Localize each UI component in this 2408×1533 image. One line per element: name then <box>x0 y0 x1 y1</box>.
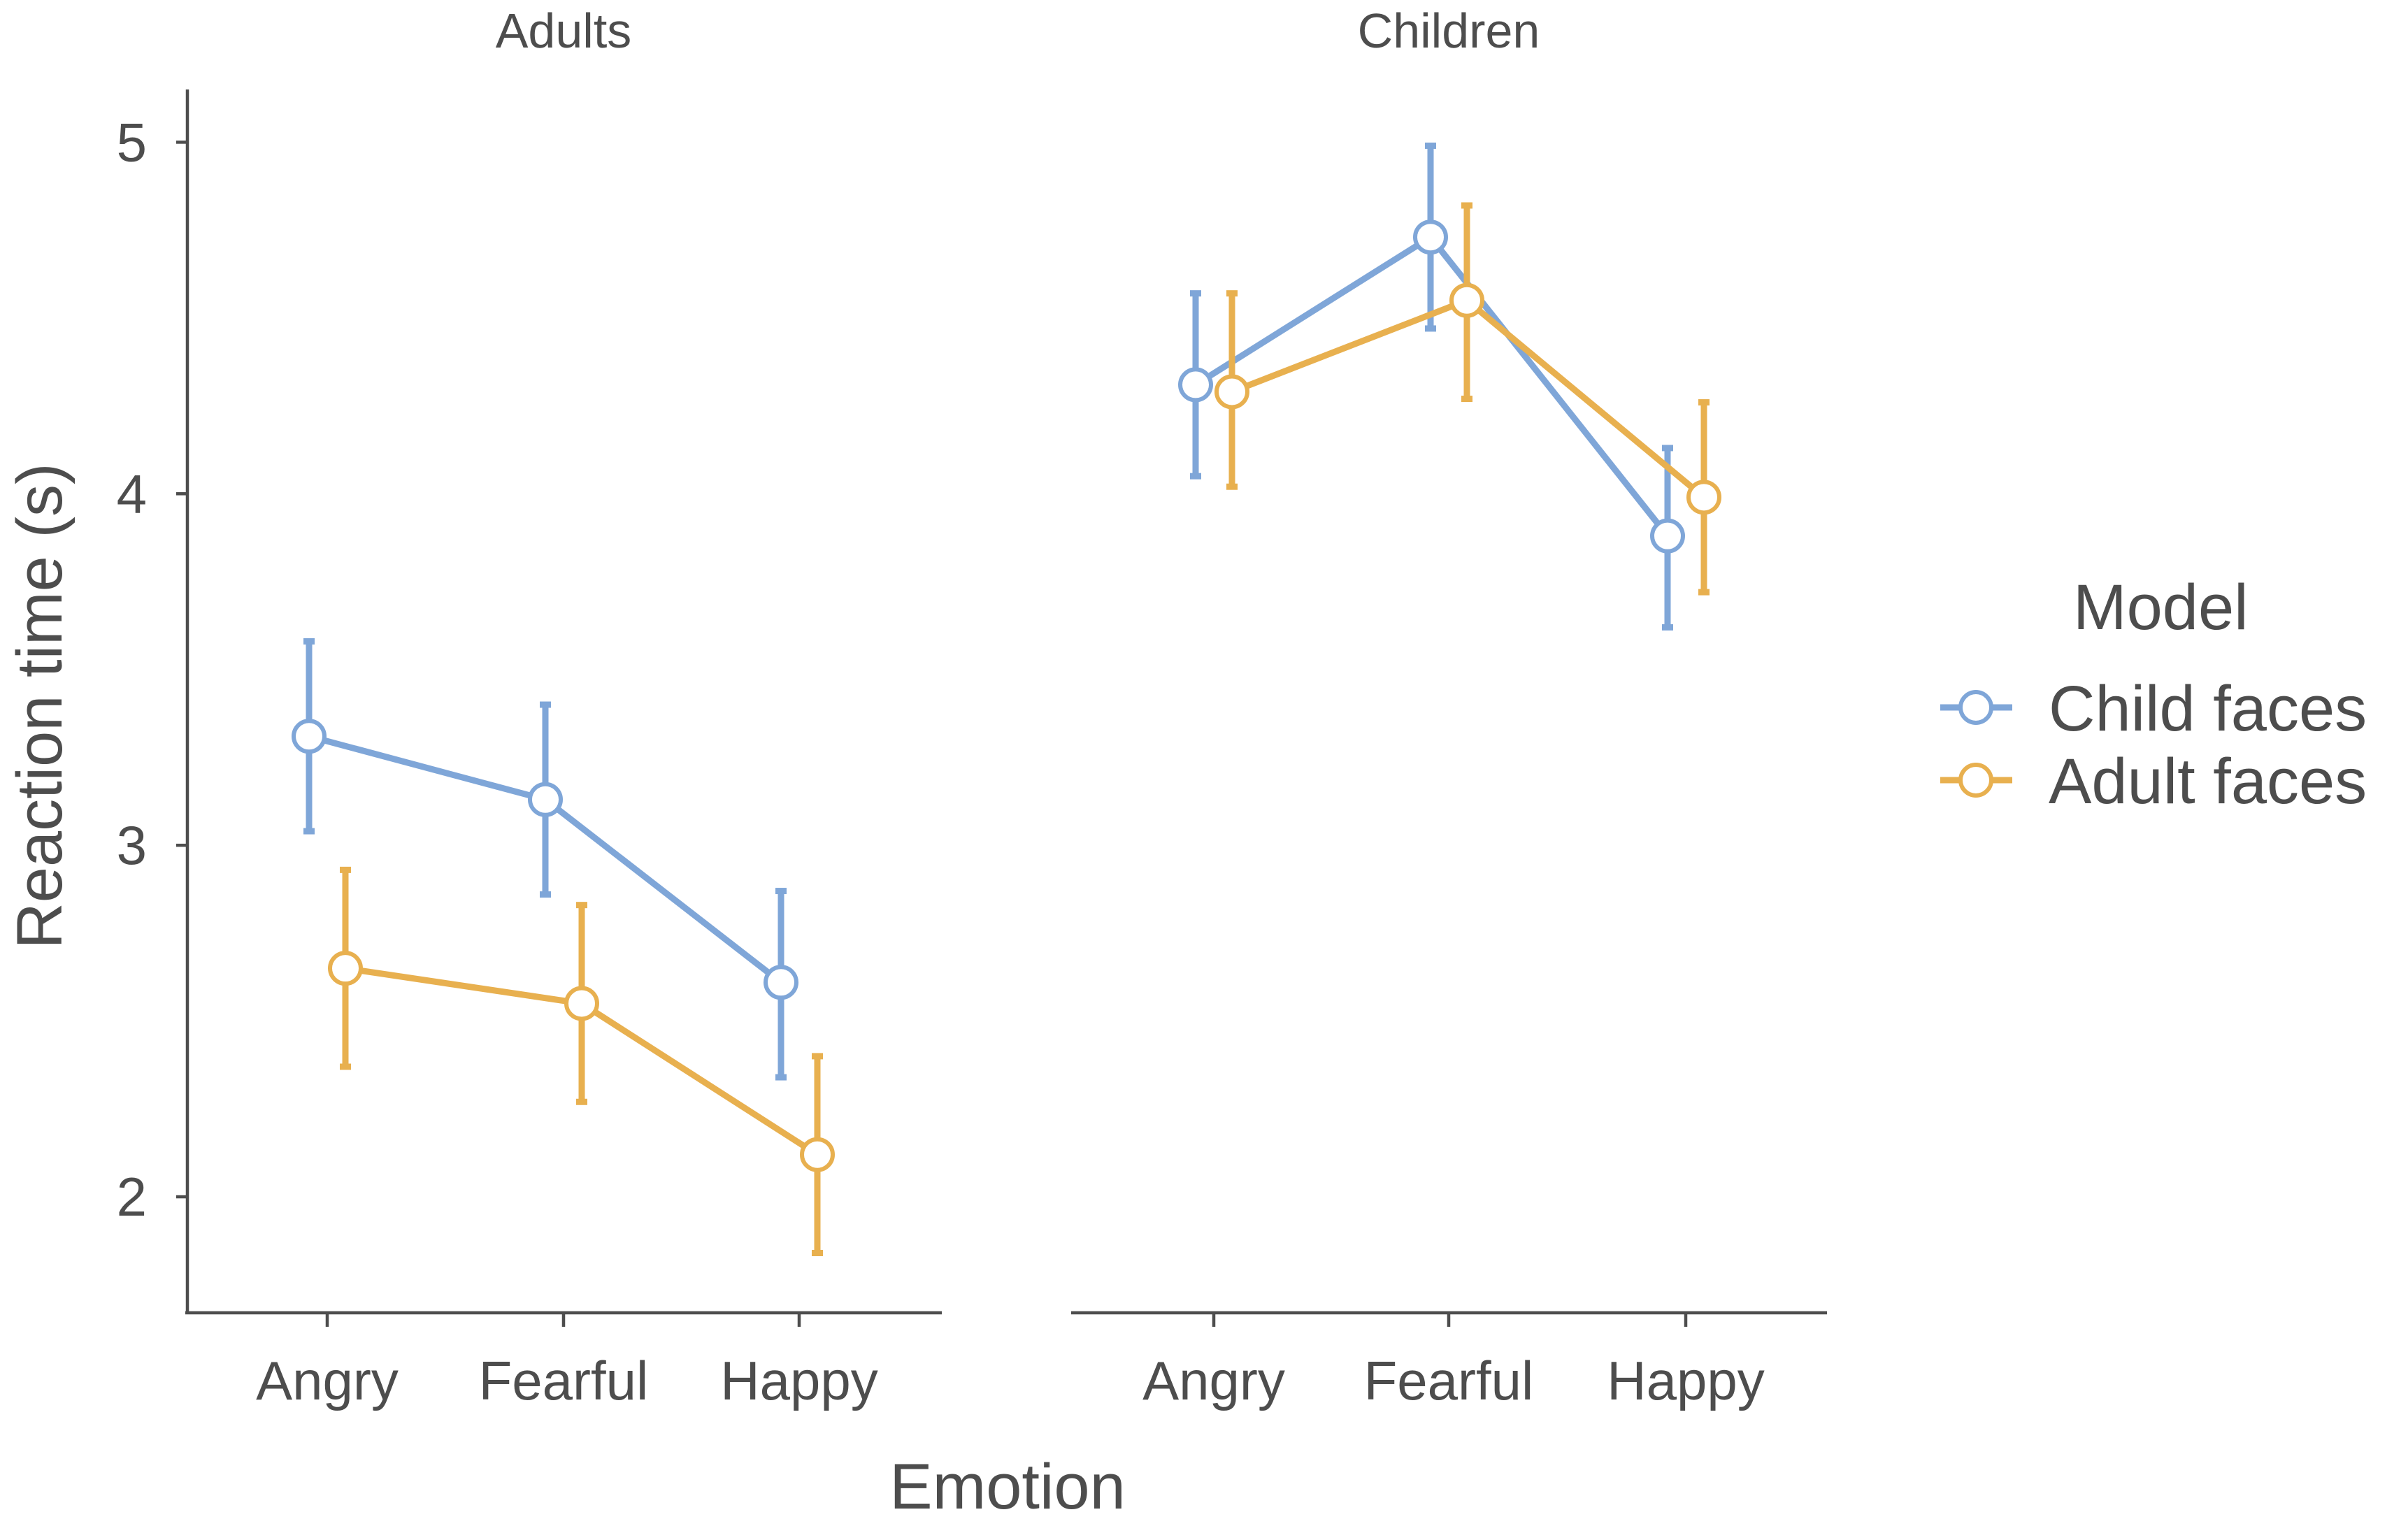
legend-title: Model <box>2073 572 2249 643</box>
data-point-child-faces-children-happy <box>1650 518 1685 554</box>
facet-title-adults: Adults <box>496 3 632 58</box>
x-axis-title: Emotion <box>889 1451 1126 1523</box>
data-point-child-faces-children-fearful <box>1413 219 1448 255</box>
x-tick-label-children-angry: Angry <box>1142 1350 1285 1411</box>
data-point-child-faces-adults-happy <box>764 965 798 1000</box>
legend-marker-child-faces <box>1958 690 1993 725</box>
legend-label-child-faces: Child faces <box>2049 673 2367 744</box>
x-tick-label-adults-happy: Happy <box>720 1350 877 1411</box>
data-point-child-faces-adults-fearful <box>528 782 563 817</box>
legend-marker-adult-faces <box>1958 763 1993 798</box>
x-tick-label-adults-angry: Angry <box>256 1350 399 1411</box>
y-tick-label-5: 5 <box>117 111 147 173</box>
data-point-adult-faces-adults-happy <box>800 1137 835 1172</box>
legend-label-adult-faces: Adult faces <box>2049 746 2367 817</box>
data-point-adult-faces-children-angry <box>1214 374 1249 410</box>
x-tick-label-children-happy: Happy <box>1607 1350 1764 1411</box>
data-point-adult-faces-adults-fearful <box>564 986 599 1021</box>
data-point-adult-faces-children-happy <box>1686 480 1721 515</box>
y-tick-label-4: 4 <box>117 463 147 524</box>
y-tick-label-2: 2 <box>117 1166 147 1228</box>
panels-layer: 2 3 4 5 Adults Angry Fearful Happy Children Angry… <box>117 3 1765 1411</box>
facet-title-children: Children <box>1358 3 1540 58</box>
data-point-child-faces-adults-angry <box>292 719 327 754</box>
data-point-adult-faces-adults-angry <box>328 951 363 986</box>
data-point-adult-faces-children-fearful <box>1449 282 1484 318</box>
x-tick-label-children-fearful: Fearful <box>1364 1350 1534 1411</box>
data-point-child-faces-children-angry <box>1178 367 1213 403</box>
y-tick-label-3: 3 <box>117 814 147 876</box>
x-tick-label-adults-fearful: Fearful <box>479 1350 649 1411</box>
y-axis-title: Reaction time (s) <box>4 463 76 949</box>
